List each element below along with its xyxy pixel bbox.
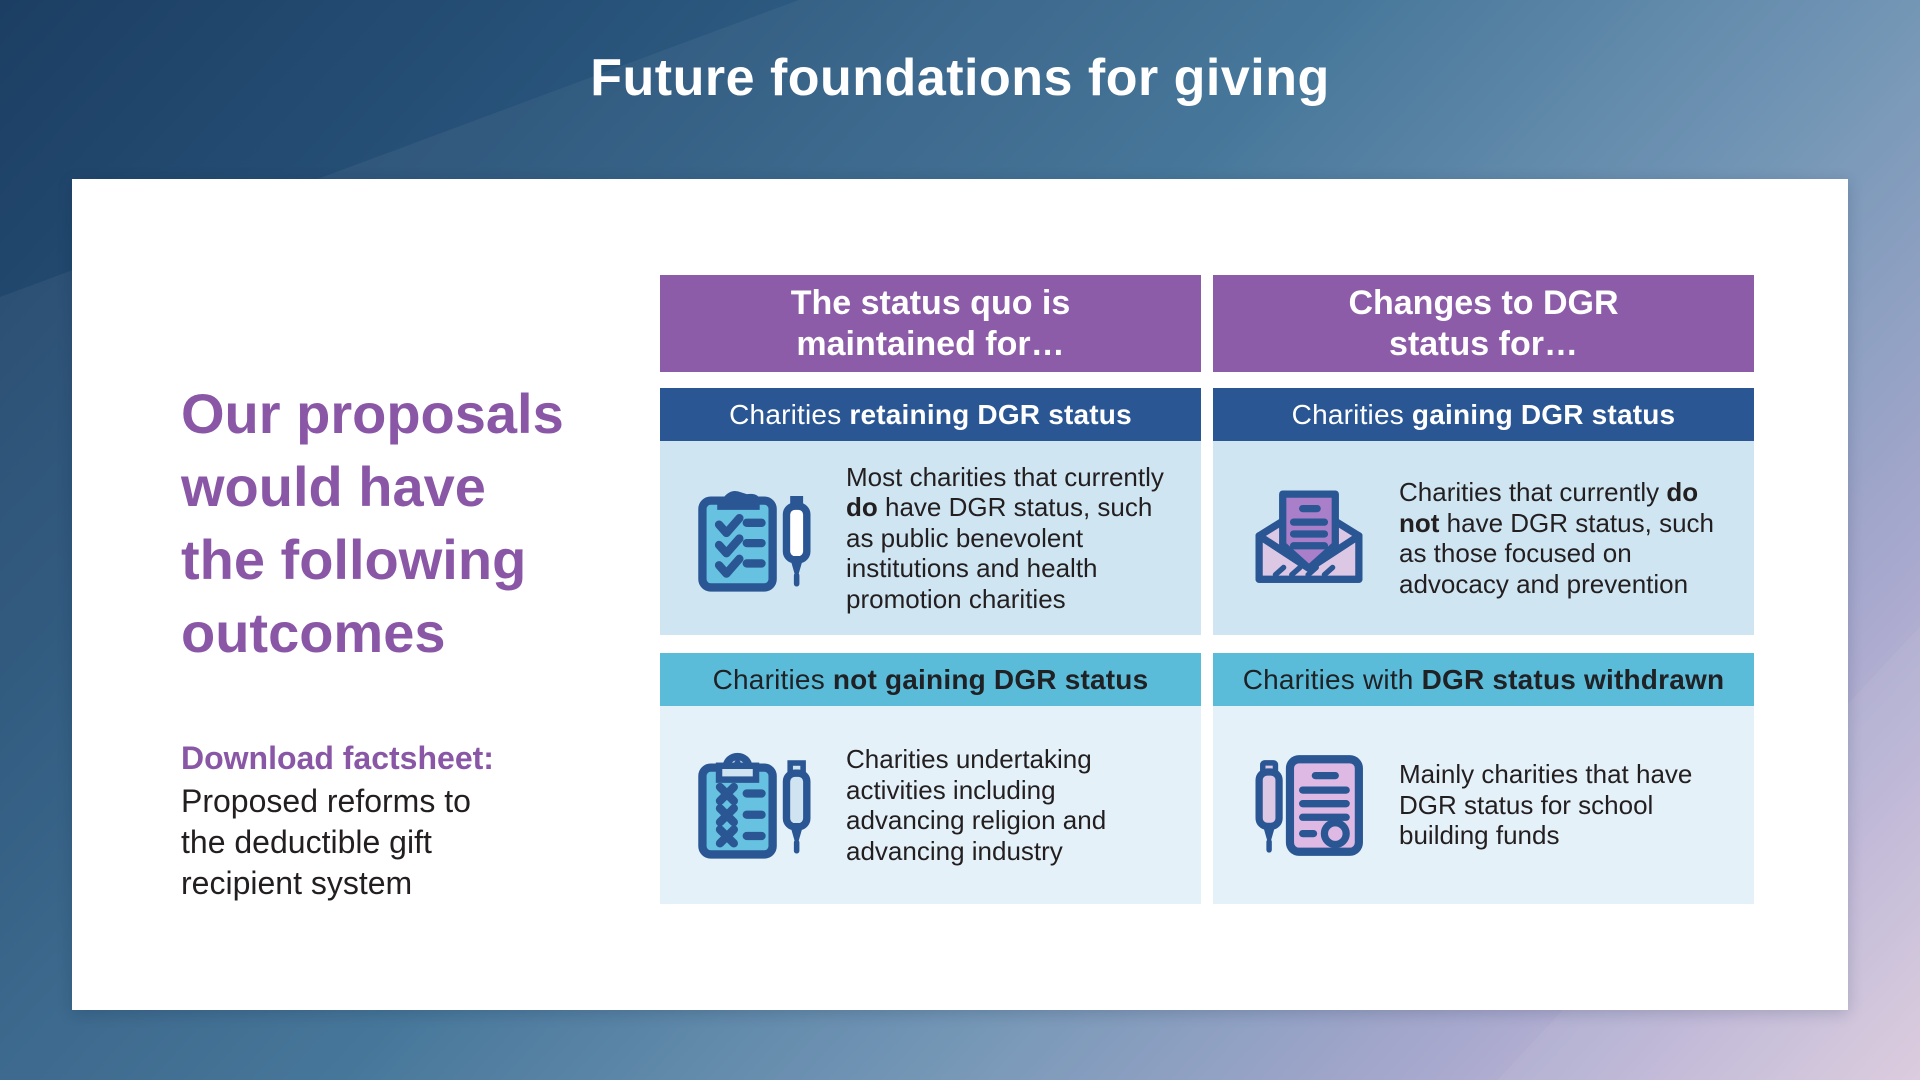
subheader-not-gaining-dgr: Charities not gaining DGR status xyxy=(660,653,1201,706)
envelope-letter-icon xyxy=(1247,485,1371,592)
crosslist-pen-icon xyxy=(694,751,818,860)
content-box-not-gaining-dgr: Charities undertaking activities includi… xyxy=(660,706,1201,904)
certificate-pen-icon xyxy=(1247,752,1371,859)
content-text-dgr-withdrawn: Mainly charities that have DGR status fo… xyxy=(1399,759,1700,851)
column-header-dgr-changes: Changes to DGR status for… xyxy=(1213,275,1754,372)
content-box-gaining-dgr: Charities that currently do not have DGR… xyxy=(1213,441,1754,635)
checklist-pen-icon xyxy=(694,484,818,593)
subheader-gaining-dgr: Charities gaining DGR status xyxy=(1213,388,1754,441)
download-factsheet-link[interactable]: Download factsheet: xyxy=(181,740,494,776)
outcomes-grid: The status quo is maintained for… Charit… xyxy=(660,275,1754,904)
column-status-quo: The status quo is maintained for… Charit… xyxy=(660,275,1201,904)
content-box-dgr-withdrawn: Mainly charities that have DGR status fo… xyxy=(1213,706,1754,904)
subheader-dgr-withdrawn: Charities with DGR status withdrawn xyxy=(1213,653,1754,706)
column-dgr-changes: Changes to DGR status for… Charities gai… xyxy=(1213,275,1754,904)
content-card: Our proposals would have the following o… xyxy=(72,179,1848,1010)
download-factsheet-block: Download factsheet: Proposed reforms to … xyxy=(181,737,621,904)
subheader-retaining-dgr: Charities retaining DGR status xyxy=(660,388,1201,441)
content-box-retaining-dgr: Most charities that currently do have DG… xyxy=(660,441,1201,635)
content-text-gaining-dgr: Charities that currently do not have DGR… xyxy=(1399,477,1722,599)
content-text-retaining-dgr: Most charities that currently do have DG… xyxy=(846,461,1172,614)
download-factsheet-description: Proposed reforms to the deductible gift … xyxy=(181,783,471,901)
proposals-heading: Our proposals would have the following o… xyxy=(181,382,564,664)
column-header-status-quo: The status quo is maintained for… xyxy=(660,275,1201,372)
slide-title: Future foundations for giving xyxy=(590,49,1330,107)
content-text-not-gaining-dgr: Charities undertaking activities includi… xyxy=(846,744,1114,866)
